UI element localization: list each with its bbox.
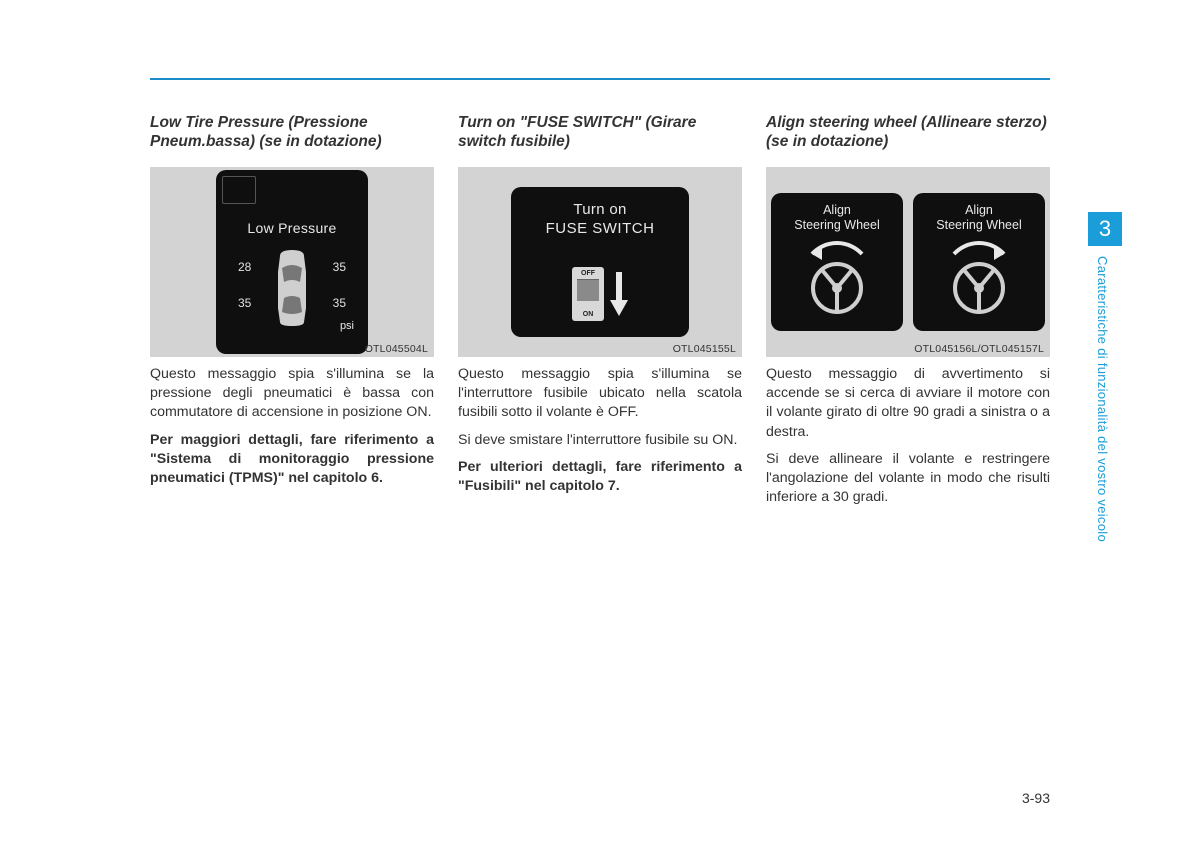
paragraph: Si deve smistare l'interruttore fusibile… bbox=[458, 431, 742, 450]
lcd-screen-align-left: Align Steering Wheel bbox=[771, 193, 903, 331]
section-title: Turn on "FUSE SWITCH" (Girare switch fus… bbox=[458, 113, 742, 155]
switch-icon: OFF ON bbox=[572, 267, 604, 321]
content-area: Low Tire Pressure (Pressione Pneum.bassa… bbox=[150, 113, 1050, 515]
paragraph: Questo messaggio spia s'illumina se la p… bbox=[150, 365, 434, 423]
psi-front-right: 35 bbox=[333, 260, 346, 274]
figure-tire-pressure: Low Pressure 28 35 35 35 psi OTL045504L bbox=[150, 167, 434, 357]
figure-align-steering: Align Steering Wheel Align Steering Whee… bbox=[766, 167, 1050, 357]
switch-slider-icon bbox=[577, 279, 599, 301]
paragraph: Questo messaggio spia s'illumina se l'in… bbox=[458, 365, 742, 423]
steering-cw-icon bbox=[934, 240, 1024, 318]
lcd-screen-tire: Low Pressure 28 35 35 35 psi bbox=[216, 170, 368, 354]
align-line1: Align bbox=[771, 203, 903, 217]
psi-rear-left: 35 bbox=[238, 296, 251, 310]
side-label: Caratteristiche di funzionalità del vost… bbox=[1095, 256, 1110, 542]
psi-rear-right: 35 bbox=[333, 296, 346, 310]
column-low-tire-pressure: Low Tire Pressure (Pressione Pneum.bassa… bbox=[150, 113, 434, 515]
figure-code: OTL045156L/OTL045157L bbox=[914, 343, 1044, 355]
body-text: Questo messaggio spia s'illumina se l'in… bbox=[458, 365, 742, 496]
align-line2: Steering Wheel bbox=[771, 218, 903, 232]
psi-unit: psi bbox=[340, 320, 354, 332]
body-text: Questo messaggio di avvertimento si acce… bbox=[766, 365, 1050, 507]
figure-code: OTL045155L bbox=[673, 343, 736, 355]
align-line2: Steering Wheel bbox=[913, 218, 1045, 232]
fuse-line2: FUSE SWITCH bbox=[511, 220, 689, 237]
column-fuse-switch: Turn on "FUSE SWITCH" (Girare switch fus… bbox=[458, 113, 742, 515]
fuse-switch-graphic: OFF ON bbox=[572, 267, 628, 321]
screen-tab-icon bbox=[222, 176, 256, 204]
psi-front-left: 28 bbox=[238, 260, 251, 274]
paragraph-bold: Per maggiori dettagli, fare riferi­mento… bbox=[150, 431, 434, 489]
chapter-number: 3 bbox=[1099, 216, 1111, 242]
off-label: OFF bbox=[581, 270, 595, 277]
car-top-icon bbox=[272, 250, 312, 326]
section-title: Low Tire Pressure (Pressione Pneum.bassa… bbox=[150, 113, 434, 155]
screen-title: Low Pressure bbox=[216, 220, 368, 236]
on-label: ON bbox=[583, 311, 594, 318]
chapter-tab: 3 bbox=[1088, 212, 1122, 246]
steering-ccw-icon bbox=[792, 240, 882, 318]
figure-code: OTL045504L bbox=[365, 343, 428, 355]
paragraph-bold: Per ulteriori dettagli, fare riferi­ment… bbox=[458, 458, 742, 496]
arrow-down-icon bbox=[610, 272, 628, 316]
tire-diagram: 28 35 35 35 bbox=[216, 250, 368, 330]
figure-fuse-switch: Turn on FUSE SWITCH OFF ON OTL045155L bbox=[458, 167, 742, 357]
align-line1: Align bbox=[913, 203, 1045, 217]
column-align-steering: Align steering wheel (Allineare sterzo) … bbox=[766, 113, 1050, 515]
fuse-line1: Turn on bbox=[511, 201, 689, 218]
top-rule bbox=[150, 78, 1050, 80]
paragraph: Questo messaggio di avvertimento si acce… bbox=[766, 365, 1050, 442]
section-title: Align steering wheel (Allineare sterzo) … bbox=[766, 113, 1050, 155]
paragraph: Si deve allineare il volante e restringe… bbox=[766, 450, 1050, 508]
lcd-screen-align-right: Align Steering Wheel bbox=[913, 193, 1045, 331]
page-number: 3-93 bbox=[1022, 790, 1050, 806]
body-text: Questo messaggio spia s'illumina se la p… bbox=[150, 365, 434, 488]
lcd-screen-fuse: Turn on FUSE SWITCH OFF ON bbox=[511, 187, 689, 337]
